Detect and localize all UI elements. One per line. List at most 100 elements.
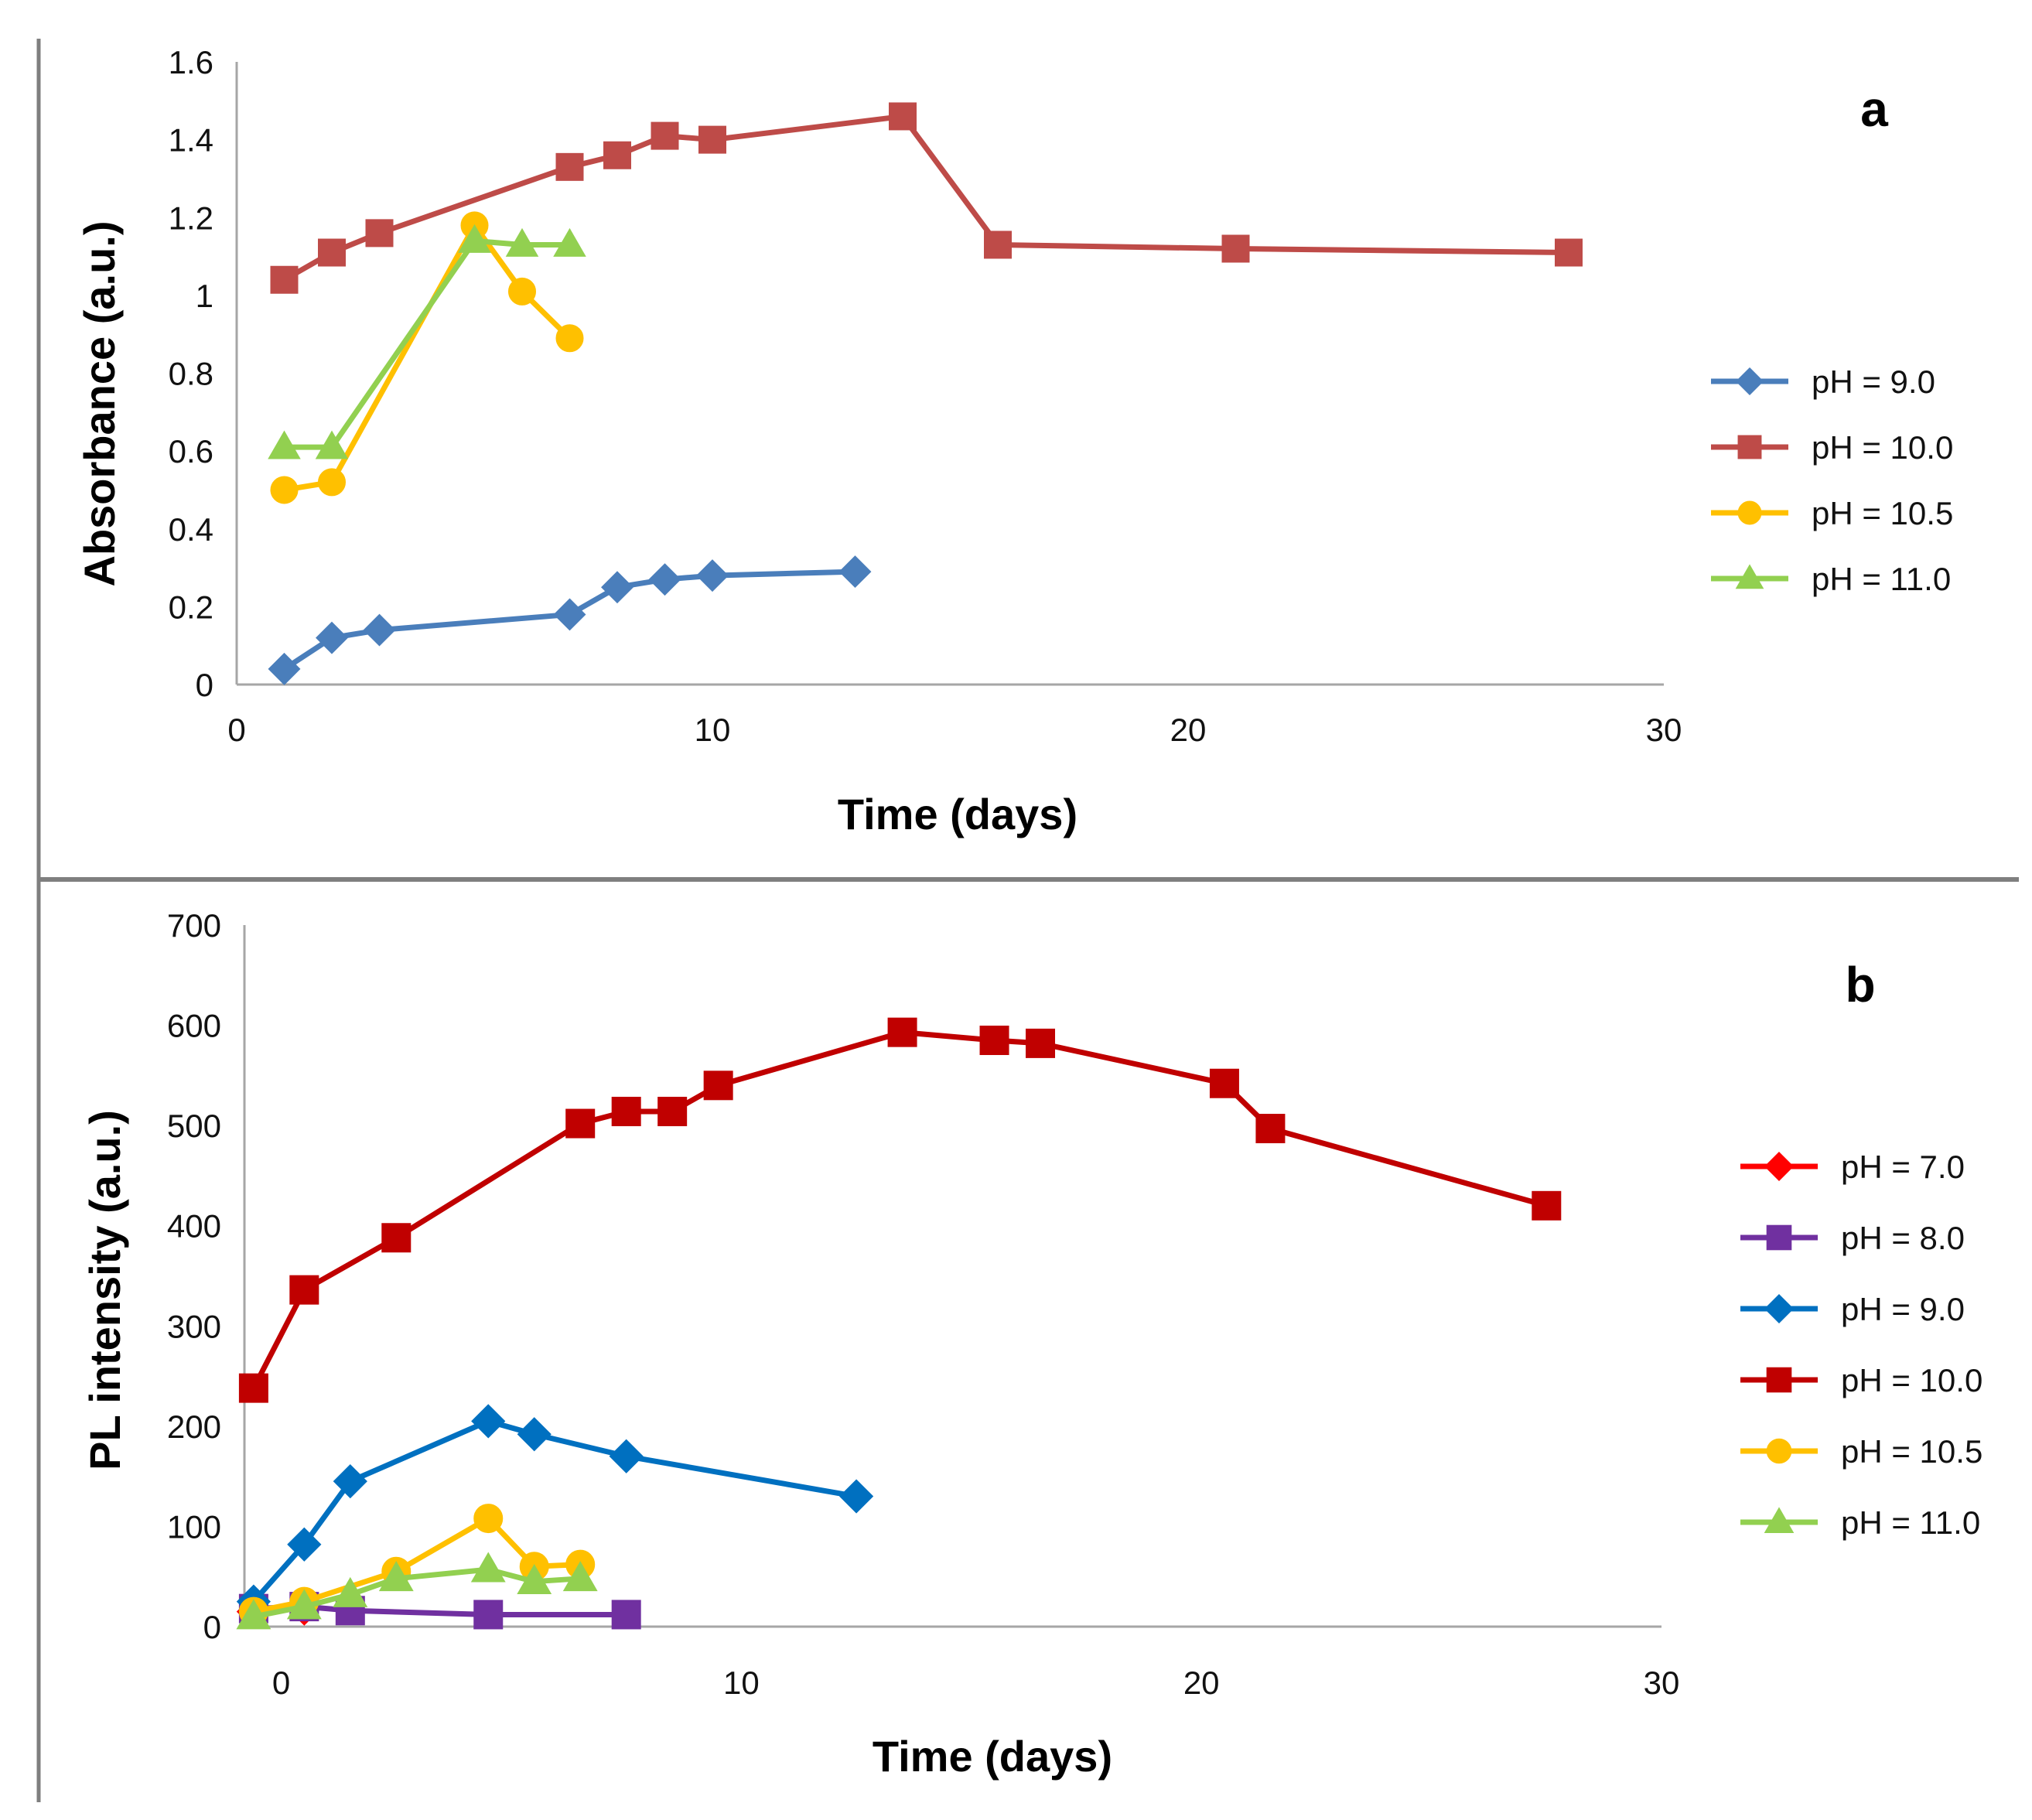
panel-a-series-ph-10-0-point [984, 230, 1012, 259]
panel-a-series-ph-9-0-point [601, 571, 634, 604]
panel-b-legend-item-ph-10-0: pH = 10.0 [1740, 1362, 1982, 1398]
panel-a-y-axis-title: Absorbance (a.u.) [75, 221, 124, 587]
panel-a-legend-item-ph-10-0: pH = 10.0 [1711, 429, 1953, 466]
panel-a-legend-item-ph-10-5-marker [1737, 500, 1762, 525]
panel-b-series-ph-10-0-point [611, 1097, 641, 1127]
panel-b-legend-item-ph-11-0-label: pH = 11.0 [1841, 1504, 1980, 1541]
panel-b-pl-intensity-chart: 0 100 200 300 400 500 600 700 0 10 20 30 Time (day… [80, 907, 1982, 1781]
panel-a-series-ph-10-0-point [1221, 234, 1250, 263]
panel-b-series-ph-11-0-point [378, 1561, 414, 1592]
panel-a-legend-item-ph-10-0-label: pH = 10.0 [1812, 429, 1953, 466]
panel-b-x-tick-label: 0 [272, 1665, 290, 1701]
panel-a-series-ph-10-5-point [508, 277, 536, 306]
panel-a-series-ph-9-0-point [268, 652, 301, 685]
panel-a-series-ph-9-0-point [648, 563, 681, 596]
panel-b-legend-item-ph-10-5-marker [1766, 1438, 1792, 1464]
panel-b-x-ticks: 0 10 20 30 [272, 1665, 1679, 1701]
panel-b-series-ph-11-0-point [333, 1576, 368, 1607]
panel-b-series-ph-11-0-point [517, 1563, 552, 1594]
panel-a-series-ph-11-0-point [315, 430, 349, 459]
panel-b-series-ph-9-0-point [517, 1417, 552, 1452]
panel-a-series-ph-11-0-line [284, 237, 570, 450]
panel-b-label: b [1845, 957, 1875, 1012]
panel-b-series-ph-8-0-point [473, 1600, 504, 1630]
panel-a-series-ph-9-0-point [363, 613, 396, 647]
panel-b-legend-item-ph-9-0-label: pH = 9.0 [1841, 1291, 1965, 1327]
panel-b-y-ticks: 0 100 200 300 400 500 600 700 [167, 907, 221, 1645]
panel-b-series-ph-11-0 [236, 1552, 598, 1630]
panel-b-series-ph-9-0-point [471, 1404, 506, 1439]
panel-a-legend-item-ph-11-0-label: pH = 11.0 [1812, 561, 1951, 597]
panel-b-legend-item-ph-7-0-marker [1764, 1151, 1795, 1182]
panel-a-y-tick-label: 1 [196, 278, 213, 314]
panel-a-legend: pH = 9.0 pH = 10.0 pH = 10.5 pH = 11.0 [1711, 364, 1953, 597]
panel-a-legend-item-ph-11-0: pH = 11.0 [1711, 561, 1951, 597]
panel-a-legend-item-ph-9-0: pH = 9.0 [1711, 364, 1935, 400]
panel-b-series-ph-8-0-point [611, 1600, 641, 1630]
panel-a-axes [235, 62, 1664, 686]
panel-b-series-ph-10-0-point [703, 1070, 733, 1101]
panel-a-legend-item-ph-11-0-marker [1735, 564, 1764, 589]
panel-b-y-tick-label: 400 [167, 1208, 221, 1245]
panel-a-series [268, 102, 1583, 685]
panel-b-y-tick-label: 200 [167, 1409, 221, 1445]
panel-b-legend-item-ph-8-0-label: pH = 8.0 [1841, 1220, 1965, 1256]
panel-a-x-ticks: 0 10 20 30 [227, 712, 1682, 748]
panel-b-series-ph-10-0-point [381, 1223, 412, 1253]
panel-b-series-ph-11-0-point [562, 1561, 598, 1592]
panel-a-series-ph-10-5-point [318, 468, 346, 497]
panel-b-series-ph-9-0-point [287, 1527, 322, 1562]
panel-a-x-tick-label: 10 [695, 712, 731, 748]
panel-b-series-ph-10-0-point [565, 1108, 596, 1139]
panel-a-series-ph-10-0-point [270, 265, 299, 294]
panel-b-series-ph-10-0-point [979, 1026, 1009, 1056]
panel-b-series-ph-9-0-point [333, 1464, 367, 1499]
panel-a-legend-item-ph-10-0-marker [1737, 435, 1762, 459]
panel-a-x-tick-label: 30 [1646, 712, 1682, 748]
panel-b-legend-item-ph-9-0-marker [1764, 1293, 1795, 1324]
panel-a-series-ph-11-0-point [458, 224, 491, 253]
panel-a-series-ph-10-0-point [365, 219, 394, 248]
panel-a-series-ph-9-0-point [696, 559, 729, 592]
panel-b-series-ph-10-0-point [657, 1097, 688, 1127]
panel-a-y-tick-label: 1.6 [169, 44, 213, 80]
panel-a-series-ph-10-5-point [555, 324, 584, 353]
panel-b-y-axis-title: PL intensity (a.u.) [80, 1110, 129, 1470]
panel-b-y-tick-label: 100 [167, 1508, 221, 1545]
panel-a-y-tick-label: 0.6 [169, 433, 213, 470]
panel-a-series-ph-9-0-point [316, 621, 348, 654]
panel-b-series-ph-11-0-point [286, 1589, 322, 1620]
panel-a-series-ph-9-0 [268, 555, 872, 685]
panel-b-legend-item-ph-11-0-marker [1764, 1507, 1795, 1534]
panel-b-y-tick-label: 700 [167, 907, 221, 944]
panel-a-x-tick-label: 0 [227, 712, 245, 748]
panel-a-series-ph-10-0-point [603, 141, 631, 169]
panel-a-label: a [1860, 81, 1888, 137]
panel-a-series-ph-9-0-point [838, 555, 872, 589]
panel-a-series-ph-10-0-point [555, 152, 584, 181]
panel-a-y-tick-label: 0.8 [169, 356, 213, 392]
panel-b-series-ph-10-0-point [887, 1017, 917, 1047]
panel-b-series [236, 1017, 1562, 1630]
panel-a-series-ph-10-5-point [270, 476, 299, 504]
panel-a-series-ph-10-0-point [1555, 238, 1583, 267]
panel-b-series-ph-9-0 [236, 1404, 874, 1619]
panel-b-series-ph-10-0-point [1209, 1068, 1239, 1098]
panel-b-series-ph-10-0 [238, 1017, 1562, 1403]
panel-b-legend-item-ph-7-0: pH = 7.0 [1740, 1149, 1965, 1185]
panel-b-legend-item-ph-8-0-marker [1766, 1224, 1792, 1251]
panel-b-axes [243, 925, 1661, 1628]
panel-b-series-ph-10-0-point [238, 1373, 268, 1403]
panel-b-legend-item-ph-7-0-label: pH = 7.0 [1841, 1149, 1965, 1185]
panel-a-series-ph-11-0 [268, 224, 586, 459]
panel-b-legend-item-ph-11-0: pH = 11.0 [1740, 1504, 1980, 1541]
panel-b-series-ph-10-0-line [251, 1030, 1548, 1390]
panel-b-series-ph-10-0-point [1532, 1190, 1562, 1221]
panel-b-x-tick-label: 20 [1183, 1665, 1220, 1701]
panel-a-legend-item-ph-10-5-label: pH = 10.5 [1812, 495, 1953, 531]
panel-b-series-ph-11-0-point [236, 1599, 272, 1630]
panel-b-x-tick-label: 10 [723, 1665, 760, 1701]
panel-a-y-tick-label: 0.4 [169, 511, 213, 548]
panel-a-series-ph-11-0-point [268, 430, 301, 459]
panel-a-series-ph-11-0-point [505, 227, 539, 257]
